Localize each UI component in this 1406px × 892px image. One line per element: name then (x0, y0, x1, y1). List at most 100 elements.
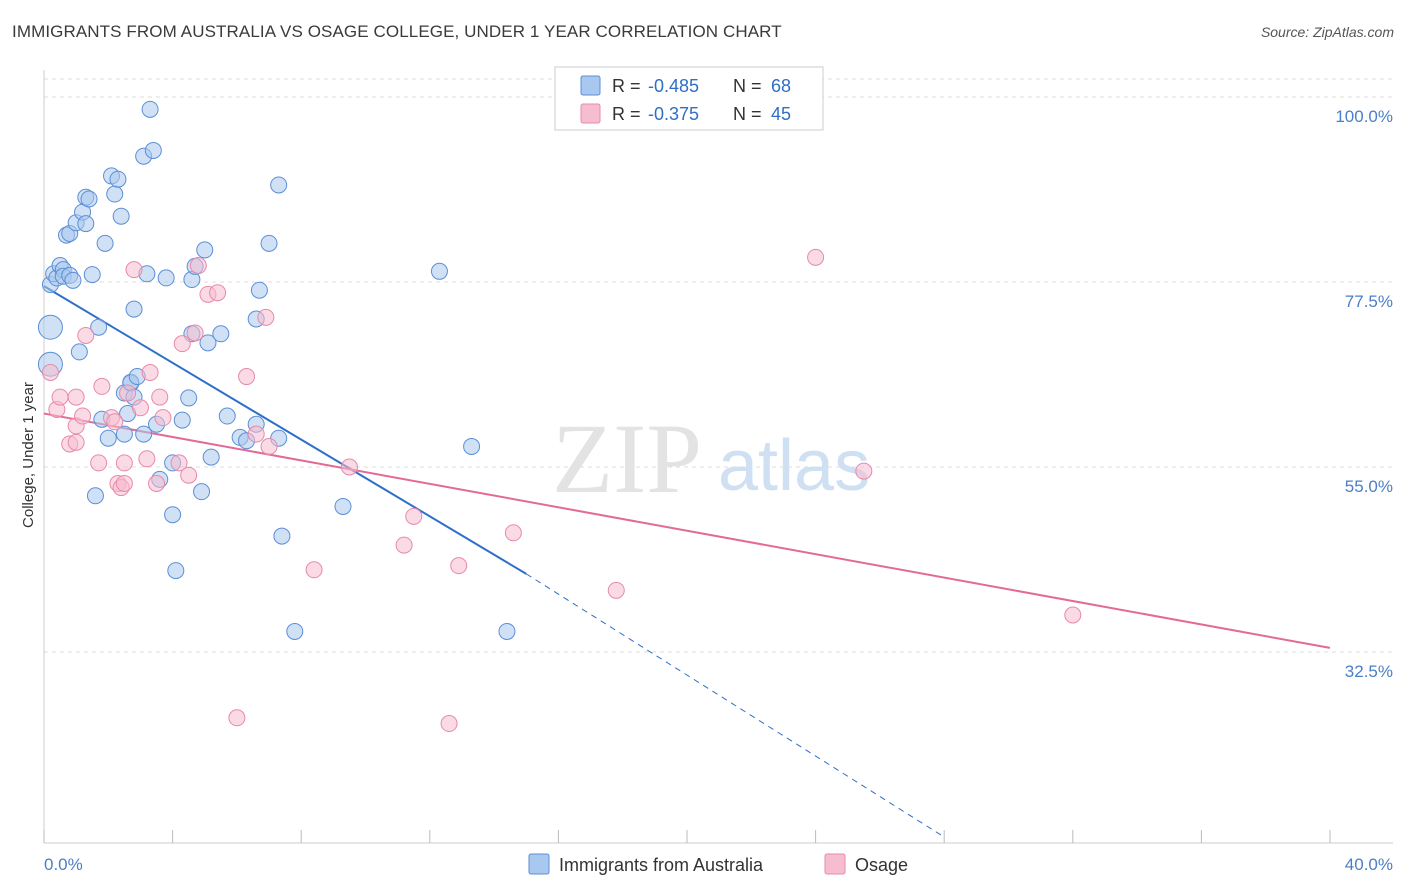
point-osage-43 (504, 524, 522, 542)
legend-n-label-2: N = (733, 104, 762, 124)
legend-r-label-1: R = (612, 76, 641, 96)
point-australia-69 (430, 262, 448, 280)
y-tick-label-1: 55.0% (1345, 477, 1393, 496)
point-australia-0 (37, 314, 63, 340)
point-australia-29 (115, 425, 133, 443)
y-tick-label-3: 100.0% (1335, 107, 1393, 126)
bottom-legend-label-pink: Osage (855, 855, 908, 875)
legend-n-value-1: 68 (771, 76, 791, 96)
point-osage-35 (257, 308, 275, 326)
point-australia-52 (193, 483, 211, 501)
point-osage-7 (74, 407, 92, 425)
point-australia-63 (260, 234, 278, 252)
point-osage-46 (855, 462, 873, 480)
point-osage-25 (170, 454, 188, 472)
point-osage-20 (138, 450, 156, 468)
y-tick-label-2: 77.5% (1345, 292, 1393, 311)
bottom-legend-swatch-blue (528, 853, 550, 875)
legend-n-label-1: N = (733, 76, 762, 96)
x-tick-label-max: 40.0% (1345, 855, 1393, 874)
point-australia-67 (286, 622, 304, 640)
point-osage-8 (77, 326, 95, 344)
point-osage-47 (1064, 606, 1082, 624)
point-australia-43 (157, 269, 175, 287)
legend-r-value-1: -0.485 (648, 76, 699, 96)
point-australia-70 (463, 437, 481, 455)
y-axis-label: College, Under 1 year (20, 382, 37, 528)
point-australia-20 (90, 318, 108, 336)
point-osage-9 (90, 454, 108, 472)
point-osage-40 (405, 507, 423, 525)
point-australia-71 (498, 622, 516, 640)
point-australia-64 (270, 176, 288, 194)
legend-r-label-2: R = (612, 104, 641, 124)
point-osage-23 (151, 388, 169, 406)
trend-line-1 (43, 412, 1331, 649)
point-osage-19 (131, 399, 149, 417)
y-tick-label-0: 32.5% (1345, 662, 1393, 681)
point-australia-46 (167, 562, 185, 580)
x-tick-label-min: 0.0% (44, 855, 83, 874)
series-legend: Immigrants from Australia Osage (528, 853, 908, 875)
source-label: Source: ZipAtlas.com (1260, 24, 1394, 40)
point-osage-18 (125, 261, 143, 279)
bottom-legend-swatch-pink (824, 853, 846, 875)
axis-layer (43, 70, 1393, 844)
point-australia-26 (109, 170, 127, 188)
legend-n-value-2: 45 (771, 104, 791, 124)
point-australia-44 (164, 506, 182, 524)
point-osage-44 (607, 581, 625, 599)
point-australia-56 (212, 325, 230, 343)
point-australia-34 (125, 300, 143, 318)
point-osage-21 (141, 363, 159, 381)
point-osage-38 (340, 458, 358, 476)
point-australia-48 (180, 389, 198, 407)
point-osage-10 (93, 377, 111, 395)
point-osage-45 (807, 248, 825, 266)
trend-layer (43, 285, 1331, 838)
point-osage-24 (154, 409, 172, 427)
point-australia-17 (80, 190, 98, 208)
point-osage-29 (189, 257, 207, 275)
watermark-zip: ZIP (552, 403, 702, 514)
point-osage-2 (51, 388, 69, 406)
point-osage-16 (115, 454, 133, 472)
point-osage-17 (119, 384, 137, 402)
grid-layer (44, 78, 1393, 653)
trend-line-extension-0 (525, 573, 945, 838)
point-osage-36 (260, 437, 278, 455)
point-osage-26 (173, 335, 191, 353)
chart-title: IMMIGRANTS FROM AUSTRALIA VS OSAGE COLLE… (12, 22, 782, 41)
point-osage-41 (440, 715, 458, 733)
point-osage-28 (186, 324, 204, 342)
point-australia-66 (273, 527, 291, 545)
point-australia-47 (173, 411, 191, 429)
point-australia-25 (106, 185, 124, 203)
point-osage-34 (247, 425, 265, 443)
point-australia-27 (112, 207, 130, 225)
legend-swatch-pink (580, 103, 601, 124)
point-australia-36 (135, 425, 153, 443)
point-australia-16 (77, 215, 95, 233)
legend-r-value-2: -0.375 (648, 104, 699, 124)
point-australia-55 (202, 448, 220, 466)
point-australia-18 (83, 266, 101, 284)
bottom-legend-label-blue: Immigrants from Australia (559, 855, 764, 875)
points-layer (37, 100, 1082, 733)
point-osage-27 (180, 466, 198, 484)
point-australia-13 (70, 343, 88, 361)
point-osage-4 (67, 433, 85, 451)
point-australia-68 (334, 497, 352, 515)
point-osage-15 (115, 474, 133, 492)
point-australia-22 (96, 234, 114, 252)
point-osage-5 (67, 388, 85, 406)
point-australia-54 (199, 334, 217, 352)
point-osage-39 (395, 536, 413, 554)
point-osage-42 (450, 557, 468, 575)
trend-line-0 (43, 285, 527, 575)
point-osage-12 (106, 413, 124, 431)
correlation-legend: R = -0.485 N = 68 R = -0.375 N = 45 (554, 66, 824, 131)
point-australia-53 (196, 241, 214, 259)
watermark-atlas: atlas (718, 426, 870, 506)
